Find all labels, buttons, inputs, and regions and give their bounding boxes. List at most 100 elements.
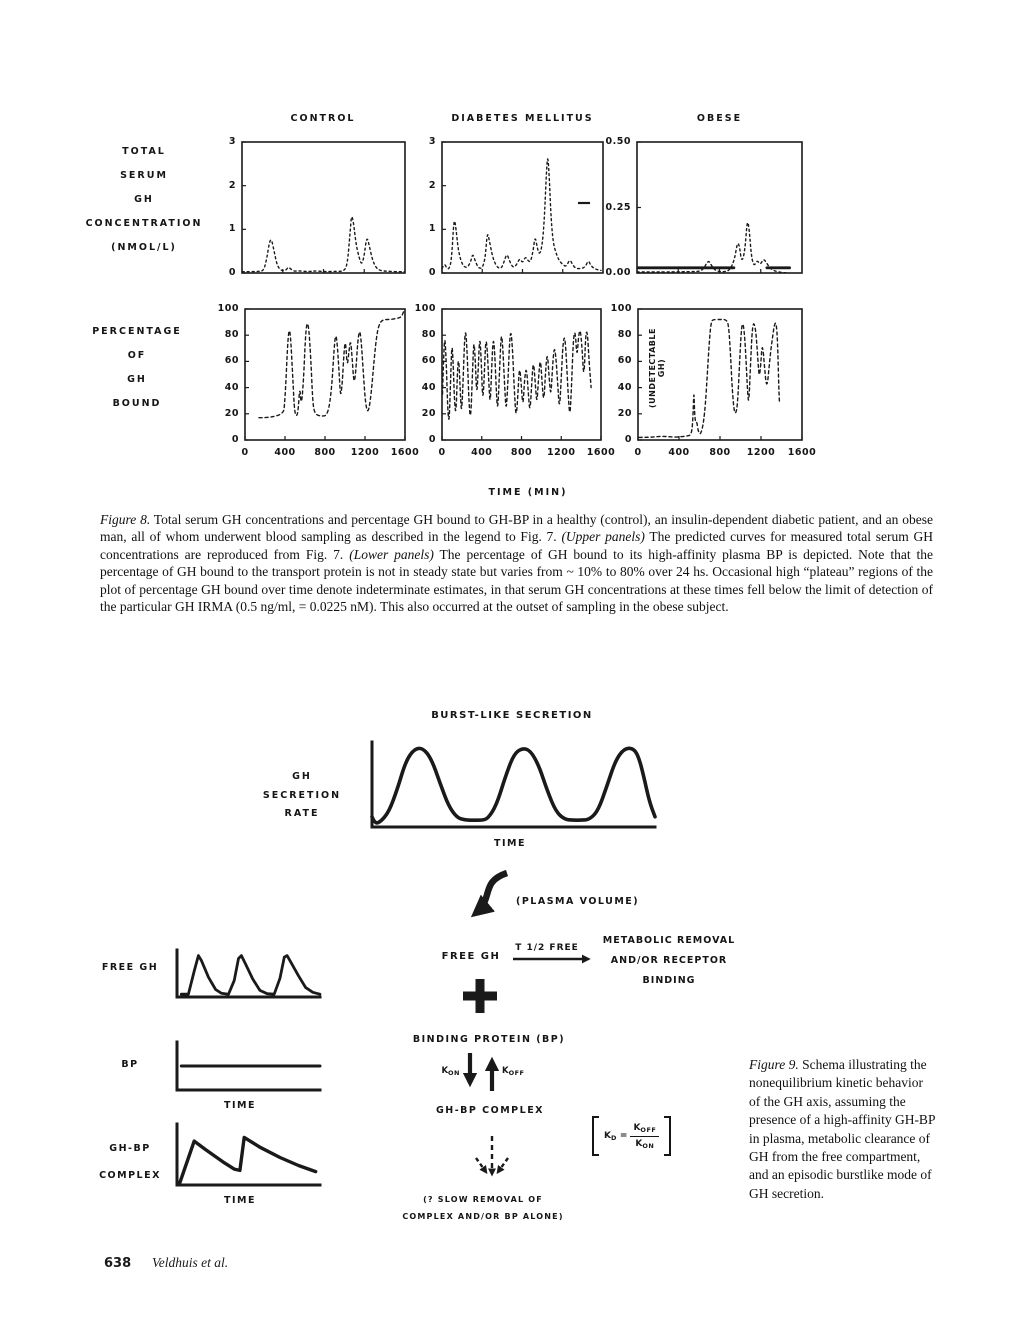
y-axis-label-percentage-bound: PERCENTAGE OF GH BOUND (92, 326, 182, 409)
time-label-bp: TIME (224, 1100, 256, 1111)
x-tick-label: 800 (510, 447, 533, 458)
series-predicted-total-gh (441, 158, 602, 272)
panel-obese-total-gh: 0.00 0.25 0.50 (606, 136, 803, 278)
slow-removal-label: (? SLOW REMOVAL OF COMPLEX AND/OR BP ALO… (402, 1195, 564, 1221)
y-tick-label: 0.00 (605, 267, 631, 278)
page-number: 638 (104, 1256, 132, 1271)
series-percent-bound (441, 330, 592, 420)
k-off-label: KOFF (502, 1066, 525, 1077)
time-label-ghbp: TIME (224, 1195, 256, 1206)
y-tick-label: 80 (617, 329, 632, 341)
series-predicted-total-gh (241, 216, 406, 273)
bp-plot-label: BP (121, 1059, 139, 1070)
y-tick-label: 60 (421, 355, 436, 367)
koff-over-kon: KOFF KON (630, 1123, 660, 1150)
series-percent-bound (638, 318, 781, 439)
y-tick-label: 40 (421, 381, 436, 393)
burst-secretion-plot (370, 740, 657, 829)
ghbp-plot-label: GH-BP COMPLEX (99, 1143, 161, 1181)
y-tick-label: 0 (231, 434, 239, 445)
y-tick-label: 0 (228, 267, 236, 278)
column-title-obese: OBESE (696, 113, 743, 124)
bracket-right (664, 1116, 672, 1156)
y-tick-label: 60 (224, 355, 239, 367)
bp-plot (175, 1040, 322, 1092)
plasma-volume-label: (PLASMA VOLUME) (516, 896, 640, 907)
y-tick-label: 100 (610, 303, 632, 314)
t-half-free-label: T 1/2 FREE (515, 943, 579, 953)
series-secretion-rate (370, 746, 657, 825)
gh-secretion-rate-label: GH SECRETION RATE (262, 771, 342, 819)
series-free-gh (179, 954, 322, 996)
y-tick-label: 80 (224, 329, 239, 341)
y-tick-label: 60 (617, 355, 632, 367)
x-tick-label: 400 (471, 447, 493, 458)
y-tick-label: 80 (421, 329, 436, 341)
y-tick-label: 0 (428, 434, 436, 445)
kd-equation: KD = KOFF KON (592, 1116, 672, 1156)
y-tick-label: 2 (428, 179, 436, 191)
free-gh-plot-label: FREE GH (101, 962, 159, 973)
series-predicted-total-gh (636, 222, 789, 274)
x-tick-label: 1600 (390, 447, 420, 458)
binding-protein-label: BINDING PROTEIN (BP) (412, 1034, 566, 1045)
plasma-volume-curved-arrow (470, 869, 509, 918)
x-tick-label: 800 (314, 447, 336, 458)
y-axis-label-total-serum-gh: TOTAL SERUM GH CONCENTRATION (NMOL/L) (85, 146, 203, 253)
x-tick-label: 1600 (586, 447, 616, 458)
free-gh-node-label: FREE GH (441, 951, 501, 962)
x-tick-label: 1200 (547, 447, 576, 458)
metabolic-removal-label: METABOLIC REMOVAL AND/OR RECEPTOR BINDIN… (602, 935, 736, 986)
x-tick-label: 1200 (746, 447, 776, 458)
y-tick-label: 3 (228, 136, 236, 147)
series-percent-bound (258, 309, 405, 419)
x-tick-label: 0 (241, 447, 249, 458)
figure9-caption: Figure 9. Schema illustrating the nonequ… (749, 1057, 935, 1201)
panel-diabetes-total-gh: 0 1 2 3 (429, 136, 604, 278)
x-tick-label: 0 (438, 447, 446, 458)
x-tick-label: 0 (634, 447, 642, 458)
y-tick-label: 100 (414, 303, 436, 314)
panel-control-total-gh: 0 1 2 3 (229, 136, 406, 278)
y-tick-label: 1 (228, 223, 236, 235)
y-tick-label: 100 (217, 303, 239, 314)
y-tick-label: 0.25 (605, 201, 631, 213)
y-tick-label: 3 (428, 136, 436, 147)
panel-diabetes-percent-bound: 0 20 40 60 80 100 0 400 800 1200 1600 (415, 303, 615, 458)
plus-icon (463, 979, 497, 1013)
bracket-left (592, 1116, 599, 1156)
ghbp-complex-plot (175, 1122, 322, 1187)
time-label-burst: TIME (494, 838, 526, 849)
kd-term: KD = (604, 1130, 628, 1142)
panel-control-percent-bound: 0 20 40 60 80 100 0 400 800 1200 1600 (218, 303, 419, 458)
slow-removal-dashed-arrows (475, 1136, 509, 1177)
x-tick-label: 1600 (787, 447, 817, 458)
series-gh-bp-complex (178, 1135, 318, 1185)
x-tick-label: 400 (274, 447, 296, 458)
x-tick-label: 400 (668, 447, 690, 458)
x-tick-label: 1200 (350, 447, 380, 458)
burst-secretion-title: BURST-LIKE SECRETION (431, 710, 593, 721)
figure8-caption: Figure 8. Total serum GH concentrations … (100, 512, 934, 615)
y-tick-label: 40 (617, 381, 632, 393)
y-tick-label: 40 (224, 381, 239, 393)
y-tick-label: 0 (624, 434, 632, 445)
free-gh-plot (175, 948, 322, 999)
panel-obese-percent-bound: 0 20 40 60 80 100 0 400 800 1200 1600 (611, 303, 816, 458)
gh-bp-complex-node-label: GH-BP COMPLEX (435, 1105, 545, 1116)
y-tick-label: 20 (617, 407, 632, 419)
y-tick-label: 20 (421, 407, 436, 419)
y-tick-label: 0.50 (605, 136, 631, 147)
undetectable-gh-label: (UNDETECTABLE GH) (648, 328, 666, 408)
y-tick-label: 20 (224, 407, 239, 419)
k-on-label: KON (441, 1066, 460, 1077)
column-title-diabetes: DIABETES MELLITUS (451, 113, 594, 124)
y-tick-label: 0 (428, 267, 436, 278)
x-axis-label-time-min: TIME (MIN) (488, 487, 568, 498)
y-tick-label: 2 (228, 179, 236, 191)
x-tick-label: 800 (709, 447, 731, 458)
column-title-control: CONTROL (290, 113, 356, 124)
y-tick-label: 1 (428, 223, 436, 235)
running-title: Veldhuis et al. (152, 1255, 229, 1270)
